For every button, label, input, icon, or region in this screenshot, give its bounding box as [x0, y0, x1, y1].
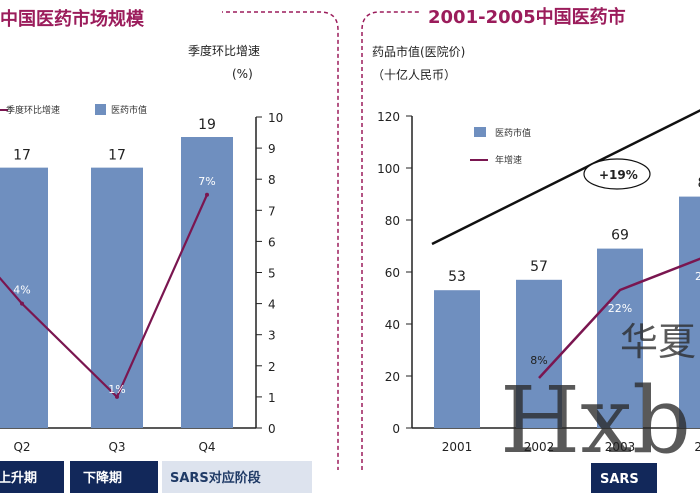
- right-x-tick-label: 2002: [524, 440, 555, 454]
- right-phase-sars-label: SARS: [600, 472, 639, 487]
- right-y-tick-label: 60: [385, 266, 400, 280]
- left-growth-label: 4%: [13, 284, 30, 297]
- right-y-tick-label: 0: [392, 422, 400, 436]
- right-growth-label: 8%: [530, 354, 547, 367]
- left-panel-frame: [0, 11, 339, 470]
- cagr-label: +19%: [599, 168, 638, 182]
- left-growth-line: [0, 194, 209, 399]
- left-growth-point: [20, 301, 24, 306]
- left-growth-label: 7%: [198, 175, 215, 188]
- left-growth-point: [205, 192, 209, 197]
- right-growth-label: 28: [695, 270, 700, 283]
- right-y-tick-label: 100: [377, 162, 400, 176]
- left-x-tick-label: Q3: [108, 440, 125, 454]
- left-y2-label: 季度环比增速: [188, 43, 260, 58]
- right-x-tick-label: 20: [694, 440, 700, 454]
- left-x-tick-label: Q4: [198, 440, 215, 454]
- right-bar-value: 69: [611, 228, 629, 244]
- right-bar-value: 57: [530, 259, 548, 275]
- right-bar-value: 53: [448, 269, 466, 285]
- left-y2-tick-label: 0: [268, 422, 276, 436]
- right-growth-line: [538, 257, 700, 379]
- left-y2-tick-label: 10: [268, 111, 283, 125]
- right-y-tick-label: 80: [385, 214, 400, 228]
- right-bar: [434, 290, 480, 428]
- right-bar: [597, 248, 643, 428]
- cagr-ellipse: [583, 158, 651, 190]
- left-y2-tick-label: 8: [268, 173, 276, 187]
- left-growth-point: [115, 394, 119, 399]
- phase-falling-box: [70, 461, 158, 493]
- watermark-chinese: 华夏: [620, 320, 696, 364]
- left-y2-tick-label: 7: [268, 204, 276, 218]
- right-y-unit: （十亿人民币）: [372, 67, 456, 82]
- right-growth-label: 22%: [608, 302, 632, 315]
- phase-rising-box: [0, 461, 64, 493]
- left-y2-unit: (%): [232, 67, 253, 81]
- left-y2-tick-label: 4: [268, 298, 276, 312]
- right-phase-sars-box: [591, 463, 657, 493]
- left-x-tick-label: Q2: [13, 440, 30, 454]
- left-bar: [181, 137, 233, 428]
- trend-line: [431, 109, 700, 246]
- phase-sars-label: SARS对应阶段: [170, 470, 261, 486]
- left-legend-bar-label: 医药市值: [111, 104, 147, 116]
- left-bar: [91, 167, 143, 428]
- right-x-tick-label: 2003: [605, 440, 636, 454]
- right-y-tick-label: 20: [385, 370, 400, 384]
- right-x-tick-label: 2001: [442, 440, 473, 454]
- right-y-label: 药品市值(医院价): [372, 44, 465, 59]
- right-y-tick-label: 40: [385, 318, 400, 332]
- phase-sars-box: [162, 461, 312, 493]
- right-bar: [679, 196, 700, 428]
- right-legend-bar-swatch: [474, 127, 486, 137]
- right-chart-title: 2001-2005中国医药市: [428, 6, 626, 28]
- left-bar-value: 17: [13, 148, 31, 164]
- left-bar: [0, 167, 48, 428]
- left-growth-label: 1%: [108, 383, 125, 396]
- right-legend-bar-label: 医药市值: [495, 127, 531, 139]
- watermark-latin: Hxb: [500, 367, 691, 474]
- left-bar-value: 19: [198, 117, 216, 133]
- right-y-tick-label: 120: [377, 110, 400, 124]
- left-chart-title: 中国医药市场规模: [0, 8, 145, 30]
- phase-falling-label: 下降期: [83, 470, 122, 486]
- left-y2-tick-label: 3: [268, 329, 276, 343]
- left-y2-tick-label: 2: [268, 360, 276, 374]
- right-bar: [516, 279, 562, 428]
- right-legend-line-label: 年增速: [495, 154, 522, 166]
- left-legend-bar-swatch: [95, 104, 106, 115]
- left-y2-tick-label: 1: [268, 391, 276, 405]
- left-y2-tick-label: 9: [268, 142, 276, 156]
- left-y2-tick-label: 6: [268, 235, 276, 249]
- right-bar-value: 8: [698, 176, 700, 192]
- left-legend-line-label: 季度环比增速: [6, 104, 60, 116]
- phase-rising-label: 上升期: [0, 470, 37, 486]
- left-y2-tick-label: 5: [268, 267, 276, 281]
- left-bar-value: 17: [108, 148, 126, 164]
